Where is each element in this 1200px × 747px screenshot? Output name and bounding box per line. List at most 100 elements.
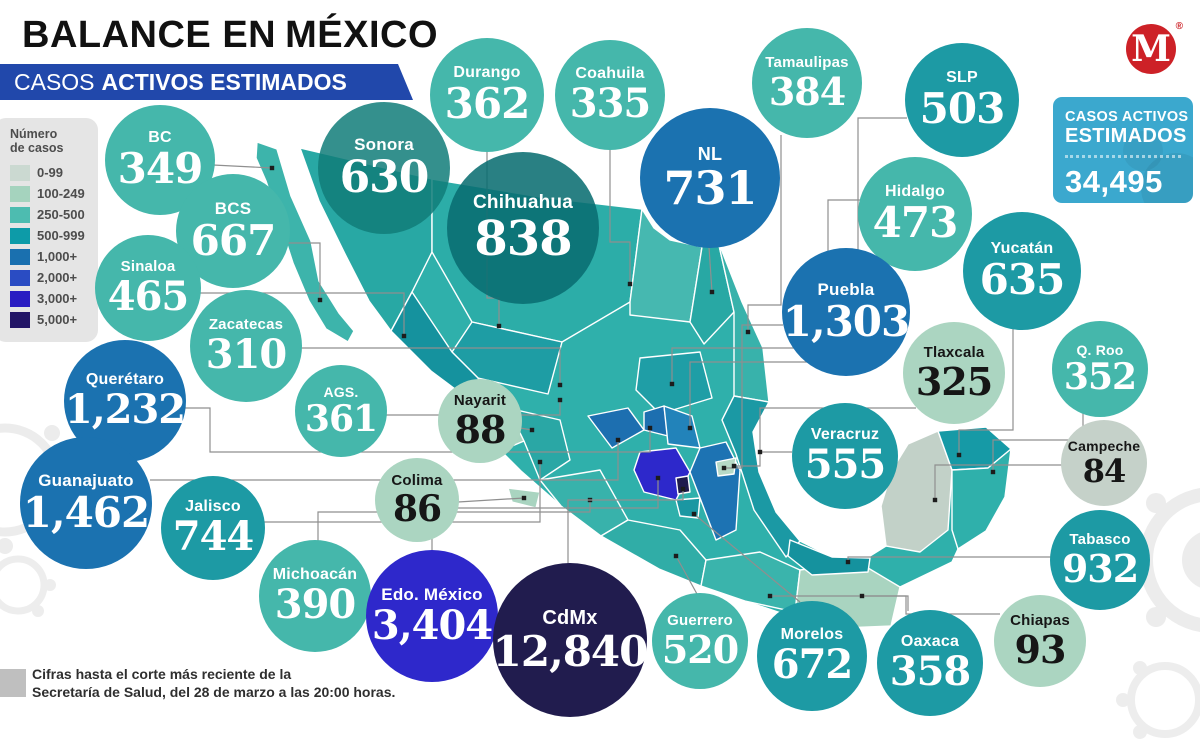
bubble-case-count: 744: [172, 513, 254, 561]
connector-dot-tlaxcala: [731, 463, 737, 469]
bubble-state-label: Querétaro: [85, 370, 165, 388]
connector-dot-durango: [496, 323, 502, 329]
connector-dot-tamaulipas: [745, 329, 751, 335]
legend-item: 3,000+: [10, 288, 98, 309]
connector-dot-bc: [269, 165, 275, 171]
bubble-case-count: 473: [872, 198, 959, 248]
bubble-ags: AGS. 361: [295, 365, 387, 457]
bubble-case-count: 349: [117, 144, 204, 194]
legend-swatch: [10, 206, 30, 223]
bubble-chiapas: Chiapas 93: [994, 595, 1086, 687]
legend-label: 500-999: [37, 228, 85, 243]
bubble-case-count: 12,840: [492, 626, 649, 676]
bubble-state-label: Morelos: [780, 625, 844, 643]
legend-item: 500-999: [10, 225, 98, 246]
connector-dot-queretaro: [647, 425, 653, 431]
total-box-line1: CASOS ACTIVOS: [1065, 109, 1189, 125]
bubble-state-label: Sinaloa: [120, 258, 176, 276]
connector-dot-zacatecas: [557, 382, 563, 388]
connector-line-zacatecas: [301, 347, 561, 385]
connector-line-colima: [457, 497, 525, 503]
bubble-state-label: BCS: [214, 199, 252, 219]
legend-swatch: [10, 227, 30, 244]
bubble-case-count: 1,462: [22, 487, 151, 537]
bubble-veracruz: Veracruz 555: [792, 403, 898, 509]
bubble-tabasco: Tabasco 932: [1050, 510, 1150, 610]
map-state-durango: [451, 321, 563, 395]
bubble-state-label: Tlaxcala: [923, 344, 985, 362]
bubble-sinaloa: Sinaloa 465: [95, 235, 201, 341]
bubble-state-label: Veracruz: [810, 425, 880, 443]
legend-title: Número de casos: [10, 127, 64, 155]
map-state-jalisco: [507, 407, 571, 481]
connector-dot-jalisco: [537, 459, 543, 465]
bubble-state-label: Jalisco: [185, 497, 241, 515]
connector-dot-morelos: [691, 511, 697, 517]
bubble-case-count: 352: [1063, 356, 1137, 399]
legend-item: 100-249: [10, 183, 98, 204]
bubble-case-count: 667: [190, 215, 277, 265]
bubble-case-count: 630: [339, 151, 430, 203]
bubble-case-count: 86: [392, 487, 442, 530]
bubble-state-label: Chihuahua: [473, 192, 573, 214]
bubble-case-count: 838: [474, 210, 572, 267]
bubble-case-count: 93: [1014, 626, 1067, 672]
bubble-chihuahua: Chihuahua 838: [447, 152, 599, 304]
bubble-case-count: 358: [889, 648, 971, 696]
connector-dot-guanajuato: [615, 437, 621, 443]
connector-line-oaxaca: [770, 595, 909, 611]
connector-line-guanajuato: [150, 440, 619, 481]
legend-label: 1,000+: [37, 249, 78, 264]
bubble-state-label: CdMx: [542, 606, 598, 629]
connector-dot-colima: [521, 495, 527, 501]
bubble-case-count: 361: [304, 398, 378, 441]
legend-items: 0-99 100-249 250-500 500-999 1,000+ 2,000+ 3,0…: [10, 162, 98, 330]
page-title-prefix: BALANCE EN: [22, 14, 277, 56]
connector-line-queretaro: [185, 407, 651, 453]
connector-dot-hidalgo: [687, 425, 693, 431]
connector-dot-puebla: [721, 465, 727, 471]
bubble-tamaulipas: Tamaulipas 384: [752, 28, 862, 138]
connector-dot-oaxaca: [767, 593, 773, 599]
map-state-qroo: [951, 448, 1012, 550]
footnote: Cifras hasta el corte más reciente de la…: [32, 666, 396, 700]
connector-line-guerrero: [675, 555, 698, 595]
bubble-slp: SLP 503: [905, 43, 1019, 157]
connector-line-qroo: [992, 405, 1084, 472]
legend-swatch: [10, 164, 30, 181]
bubble-case-count: 335: [569, 80, 651, 128]
page-title: BALANCE EN MÉXICO: [22, 14, 438, 57]
bubble-nl: NL 731: [640, 108, 780, 248]
connector-dot-edomex: [655, 475, 661, 481]
bubble-case-count: 1,232: [64, 386, 186, 434]
legend-label: 100-249: [37, 186, 85, 201]
map-state-tabasco: [787, 539, 871, 576]
connector-dot-cdmx: [680, 486, 686, 492]
bubble-case-count: 520: [661, 626, 739, 672]
map-state-cdmx: [675, 475, 691, 495]
puzzle-decoration: [1123, 131, 1163, 171]
bubble-case-count: 1,303: [782, 296, 911, 346]
bubble-case-count: 325: [915, 358, 993, 404]
legend-swatch: [10, 311, 30, 328]
legend-label: 0-99: [37, 165, 64, 180]
bubble-state-label: Guanajuato: [38, 471, 134, 491]
connector-line-bcs: [288, 242, 321, 300]
connector-line-cdmx: [567, 489, 684, 564]
bubble-campeche: Campeche 84: [1061, 420, 1147, 506]
bubble-nayarit: Nayarit 88: [438, 379, 522, 463]
registered-mark-icon: ®: [1175, 21, 1183, 32]
connector-dot-veracruz: [757, 449, 763, 455]
connector-dot-sinaloa: [401, 333, 407, 339]
connector-line-campeche: [934, 464, 1062, 500]
bubble-michoacan: Michoacán 390: [259, 540, 371, 652]
legend-item: 5,000+: [10, 309, 98, 330]
bubble-state-label: Hidalgo: [884, 182, 946, 200]
bubble-state-label: Michoacán: [272, 565, 358, 583]
legend-label: 3,000+: [37, 291, 78, 306]
bubble-oaxaca: Oaxaca 358: [877, 610, 983, 716]
bubble-state-label: Campeche: [1067, 437, 1141, 454]
bubble-state-label: NL: [697, 143, 723, 164]
bubble-case-count: 3,404: [371, 601, 493, 649]
